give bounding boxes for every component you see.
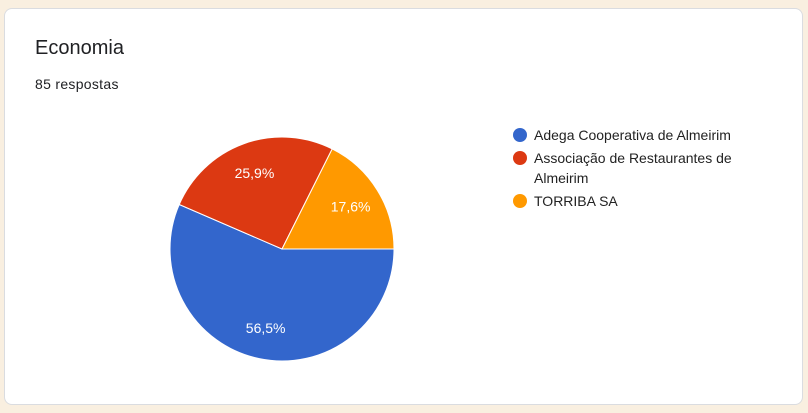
- legend: Adega Cooperativa de Almeirim Associação …: [509, 125, 769, 214]
- response-count: 85 respostas: [35, 76, 119, 92]
- legend-swatch-icon: [513, 194, 527, 208]
- pie-slice[interactable]: [169, 203, 395, 362]
- pie-slice[interactable]: [178, 136, 333, 250]
- chart-card: Economia 85 respostas: [4, 8, 803, 405]
- slice-label: 17,6%: [331, 199, 371, 215]
- legend-swatch-icon: [513, 128, 527, 142]
- legend-label: Associação de Restaurantes de Almeirim: [534, 150, 732, 186]
- slice-label: 25,9%: [235, 165, 275, 181]
- legend-label: TORRIBA SA: [534, 193, 618, 209]
- legend-item[interactable]: Adega Cooperativa de Almeirim: [509, 125, 769, 145]
- legend-item[interactable]: TORRIBA SA: [509, 191, 769, 211]
- slice-label: 56,5%: [246, 320, 286, 336]
- legend-swatch-icon: [513, 151, 527, 165]
- pie-slice[interactable]: [281, 148, 395, 250]
- question-title: Economia: [35, 37, 124, 59]
- legend-item[interactable]: Associação de Restaurantes de Almeirim: [509, 148, 769, 188]
- legend-label: Adega Cooperativa de Almeirim: [534, 127, 731, 143]
